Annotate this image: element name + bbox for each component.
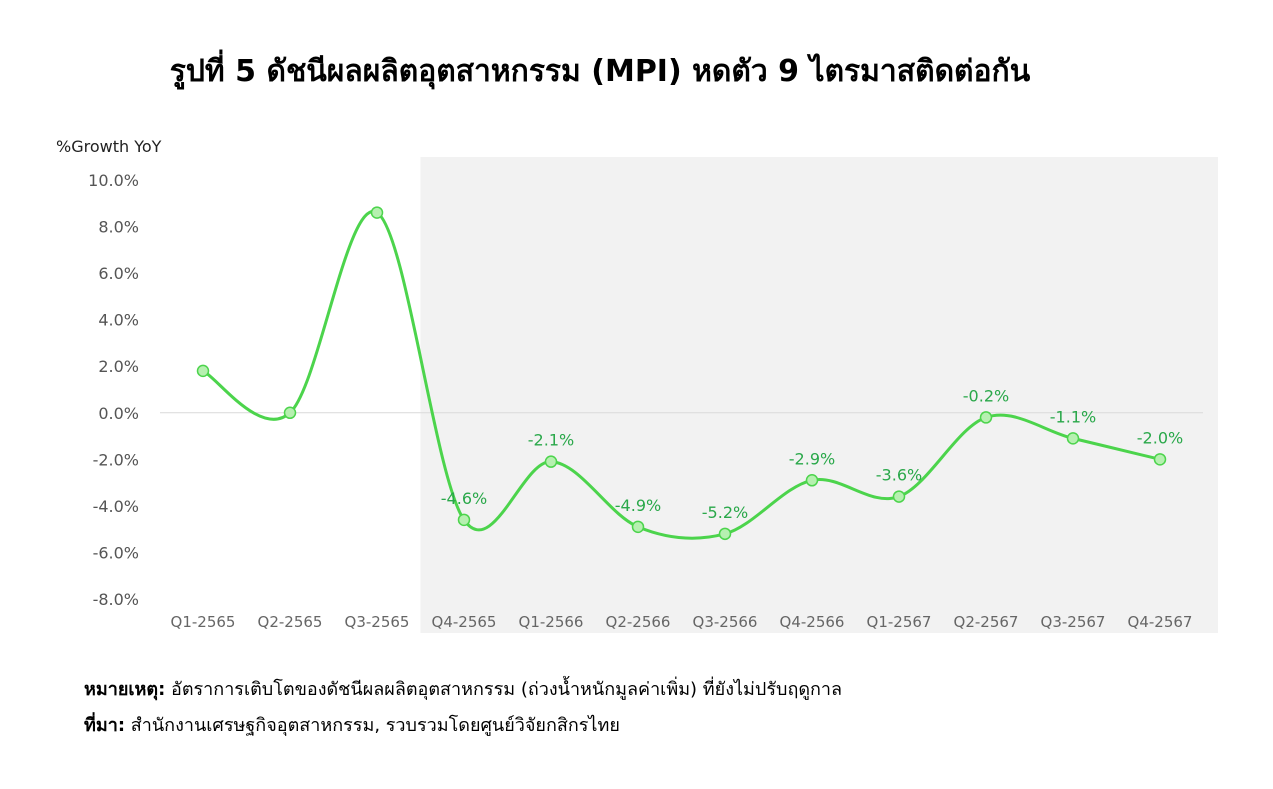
y-tick-label: -6.0%: [93, 543, 139, 562]
y-tick-label: 0.0%: [98, 404, 139, 423]
chart-title: รูปที่ 5 ดัชนีผลผลิตอุตสาหกรรม (MPI) หดต…: [169, 54, 1031, 89]
series-line: [202, 210, 1161, 540]
data-point: [805, 474, 819, 487]
data-points: [196, 206, 1167, 541]
x-tick-label: Q2-2566: [606, 613, 671, 631]
data-label: -5.2%: [702, 503, 748, 522]
source-text: สำนักงานเศรษฐกิจอุตสาหกรรม, รวบรวมโดยศูน…: [125, 715, 620, 736]
y-tick-label: -8.0%: [93, 590, 139, 609]
x-tick-label: Q3-2565: [345, 613, 410, 631]
x-tick-label: Q2-2565: [258, 613, 323, 631]
data-label: -4.9%: [615, 496, 661, 515]
y-axis-label: %Growth YoY: [56, 137, 162, 156]
data-point: [196, 364, 210, 378]
data-label: -2.9%: [789, 449, 835, 468]
data-point: [892, 490, 906, 503]
line-chart: %Growth YoY 10.0% 8.0% 6.0% 4.0% 2.0% 0.0% -2.…: [56, 137, 1218, 633]
data-point: [979, 411, 993, 424]
highlight-band: [420, 157, 1218, 633]
data-point: [718, 527, 732, 541]
y-tick-label: -2.0%: [93, 450, 139, 469]
x-tick-label: Q4-2565: [432, 613, 497, 631]
y-axis: 10.0% 8.0% 6.0% 4.0% 2.0% 0.0% -2.0% -4.0% -6.0%…: [88, 171, 139, 609]
data-label: -2.1%: [528, 431, 574, 450]
x-tick-label: Q1-2565: [171, 613, 236, 631]
data-point: [370, 206, 384, 219]
remark-line: หมายเหตุ: อัตราการเติบโตของดัชนีผลผลิตอุ…: [84, 672, 842, 708]
y-tick-label: 6.0%: [98, 264, 139, 283]
data-point: [631, 520, 645, 534]
y-tick-label: 10.0%: [88, 171, 139, 190]
data-label: -4.6%: [441, 489, 487, 508]
source-label: ที่มา:: [84, 715, 126, 736]
data-point: [1153, 453, 1167, 466]
y-tick-label: 4.0%: [98, 311, 139, 330]
data-point: [1066, 432, 1080, 445]
x-tick-label: Q3-2567: [1041, 613, 1106, 631]
data-point: [544, 455, 558, 468]
notes: หมายเหตุ: อัตราการเติบโตของดัชนีผลผลิตอุ…: [84, 672, 842, 744]
data-labels: -4.6% -2.1% -4.9% -5.2% -2.9% -3.6% -0.2% -1.1%…: [441, 386, 1183, 521]
data-label: -1.1%: [1050, 407, 1096, 426]
x-tick-label: Q4-2567: [1128, 613, 1193, 631]
y-tick-label: 8.0%: [98, 218, 139, 237]
x-tick-label: Q2-2567: [954, 613, 1019, 631]
y-tick-label: -4.0%: [93, 497, 139, 516]
data-label: -3.6%: [876, 466, 922, 485]
x-tick-label: Q1-2566: [519, 613, 584, 631]
y-tick-label: 2.0%: [98, 357, 139, 376]
data-point: [457, 513, 471, 527]
remark-label: หมายเหตุ:: [84, 679, 166, 700]
x-tick-label: Q4-2566: [780, 613, 845, 631]
source-line: ที่มา: สำนักงานเศรษฐกิจอุตสาหกรรม, รวบรว…: [84, 708, 842, 744]
data-point: [283, 406, 297, 420]
remark-text: อัตราการเติบโตของดัชนีผลผลิตอุตสาหกรรม (…: [165, 679, 843, 700]
data-label: -2.0%: [1137, 428, 1183, 447]
x-axis: Q1-2565 Q2-2565 Q3-2565 Q4-2565 Q1-2566 Q2-25…: [171, 613, 1193, 631]
data-label: -0.2%: [963, 386, 1009, 405]
x-tick-label: Q3-2566: [693, 613, 758, 631]
x-tick-label: Q1-2567: [867, 613, 932, 631]
